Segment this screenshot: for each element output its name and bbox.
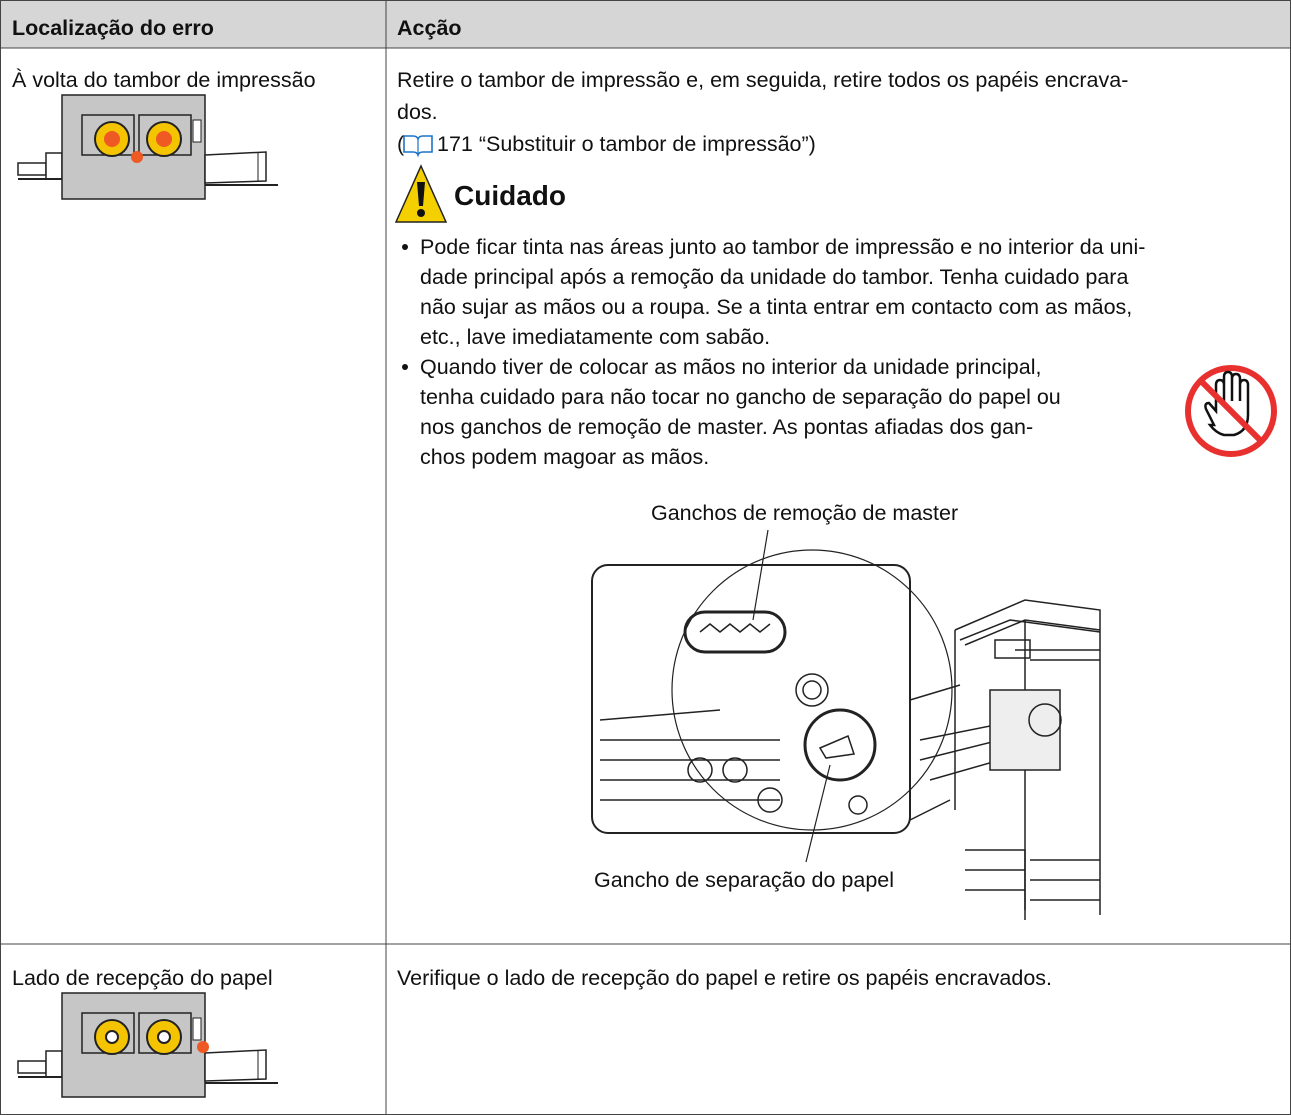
reference-link[interactable]: 171 “Substituir o tambor de impressão”) <box>437 132 816 156</box>
location-text: Lado de recepção do papel <box>12 966 273 990</box>
location-text: À volta do tambor de impressão <box>12 68 316 92</box>
machine-icon <box>17 992 279 1098</box>
bullet-line: etc., lave imediatamente com sabão. <box>420 325 771 349</box>
reference-paren: ( <box>397 132 405 156</box>
header-cell: Acção <box>397 16 462 40</box>
bullet-line: chos podem magoar as mãos. <box>420 445 710 469</box>
action-line: Verifique o lado de recepção do papel e … <box>397 966 1052 990</box>
figure-label: Ganchos de remoção de master <box>651 501 959 525</box>
action-line: Retire o tambor de impressão e, em segui… <box>397 68 1129 92</box>
caution-icon <box>394 164 448 223</box>
no-touch-icon <box>1185 365 1277 457</box>
figure-label: Gancho de separação do papel <box>594 868 895 892</box>
bullet-line: não sujar as mãos ou a roupa. Se a tinta… <box>420 295 1133 319</box>
header-cell: Localização do erro <box>12 16 214 40</box>
bullet-line: Pode ficar tinta nas áreas junto ao tamb… <box>401 235 1146 259</box>
bullet-line: Quando tiver de colocar as mãos no inter… <box>401 355 1042 379</box>
figure-illustration <box>591 529 1101 920</box>
bullet-line: nos ganchos de remoção de master. As pon… <box>420 415 1034 439</box>
caution-title: Cuidado <box>454 180 566 211</box>
bullet-line: tenha cuidado para não tocar no gancho d… <box>420 385 1061 409</box>
book-icon <box>403 135 433 158</box>
bullet-line: dade principal após a remoção da unidade… <box>420 265 1129 289</box>
action-line: dos. <box>397 100 438 124</box>
machine-icon <box>17 94 279 200</box>
